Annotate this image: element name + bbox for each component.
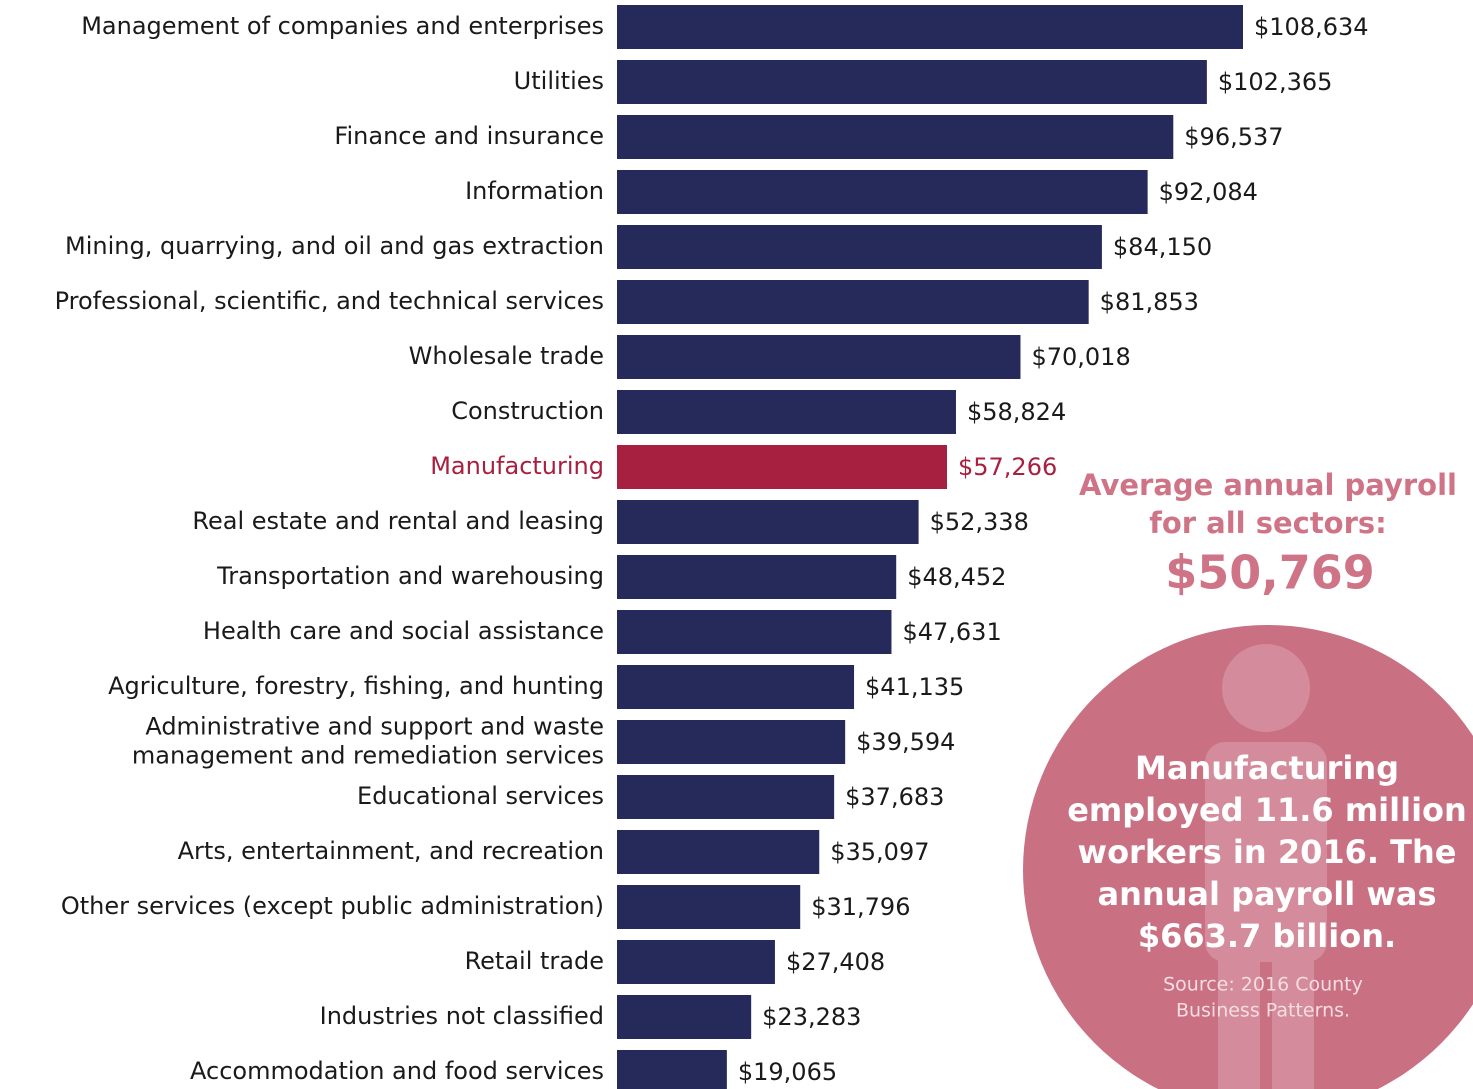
- bar: [617, 940, 775, 984]
- value-label: $47,631: [902, 618, 1001, 646]
- value-label: $84,150: [1113, 233, 1212, 261]
- value-label: $23,283: [762, 1003, 861, 1031]
- category-label: Accommodation and food services: [190, 1057, 604, 1085]
- value-label: $108,634: [1254, 13, 1369, 41]
- value-label: $102,365: [1218, 68, 1333, 96]
- bar: [617, 610, 892, 654]
- bar: [617, 830, 820, 874]
- callout-text: Manufacturing: [1135, 749, 1399, 787]
- bar: [617, 60, 1207, 104]
- category-label: Construction: [451, 397, 604, 425]
- value-label: $81,853: [1100, 288, 1199, 316]
- bar: [617, 1050, 727, 1089]
- bar: [617, 555, 897, 599]
- category-label: Management of companies and enterprises: [81, 12, 604, 40]
- value-label: $48,452: [907, 563, 1006, 591]
- callout-text: workers in 2016. The: [1078, 833, 1457, 871]
- bar: [617, 335, 1021, 379]
- callout-text: $663.7 billion.: [1138, 917, 1396, 955]
- category-label: Real estate and rental and leasing: [192, 507, 604, 535]
- value-label: $58,824: [967, 398, 1066, 426]
- bar: [617, 225, 1102, 269]
- bar: [617, 665, 855, 709]
- category-label: Administrative and support and waste mana…: [132, 713, 604, 770]
- category-label: Information: [465, 177, 604, 205]
- annotation-value: $50,769: [1165, 546, 1375, 600]
- bar: [617, 170, 1148, 214]
- category-label: Utilities: [514, 67, 604, 95]
- bar: [617, 390, 956, 434]
- category-label: Health care and social assistance: [203, 617, 604, 645]
- category-label: Professional, scientific, and technical …: [55, 287, 604, 315]
- value-label: $41,135: [865, 673, 964, 701]
- category-label: Wholesale trade: [409, 342, 604, 370]
- category-label: Arts, entertainment, and recreation: [178, 837, 604, 865]
- bar: [617, 500, 919, 544]
- callout-text: employed 11.6 million: [1067, 791, 1467, 829]
- bar: [617, 775, 835, 819]
- bar: [617, 445, 947, 489]
- source-text: Source: 2016 County: [1163, 974, 1363, 996]
- callout-text: annual payroll was: [1097, 875, 1436, 913]
- value-label: $52,338: [930, 508, 1029, 536]
- category-label: Finance and insurance: [334, 122, 604, 150]
- value-label: $37,683: [845, 783, 944, 811]
- category-label: Agriculture, forestry, fishing, and hunt…: [108, 672, 604, 700]
- annotation-text: for all sectors:: [1149, 506, 1387, 540]
- bar: [617, 280, 1089, 324]
- value-label: $35,097: [830, 838, 929, 866]
- category-label: Transportation and warehousing: [216, 562, 604, 590]
- person-icon: [1205, 644, 1327, 1089]
- value-label: $19,065: [738, 1058, 837, 1086]
- category-label: Retail trade: [465, 947, 604, 975]
- value-label: $31,796: [811, 893, 910, 921]
- bar: [617, 720, 846, 764]
- value-label: $96,537: [1184, 123, 1283, 151]
- category-label: Educational services: [357, 782, 604, 810]
- bar: [617, 885, 801, 929]
- bar: [617, 5, 1243, 49]
- bar: [617, 995, 752, 1039]
- value-label: $57,266: [958, 453, 1057, 481]
- text-line: management and remediation services: [132, 742, 604, 770]
- category-label: Manufacturing: [430, 452, 604, 480]
- category-label: Industries not classified: [320, 1002, 604, 1030]
- source-text: Business Patterns.: [1176, 1000, 1350, 1022]
- value-label: $92,084: [1159, 178, 1258, 206]
- value-label: $39,594: [856, 728, 955, 756]
- category-label: Other services (except public administra…: [61, 892, 604, 920]
- text-line: Administrative and support and waste: [145, 713, 604, 741]
- value-label: $27,408: [786, 948, 885, 976]
- category-label: Mining, quarrying, and oil and gas extra…: [65, 232, 604, 260]
- annotation-text: Average annual payroll: [1079, 468, 1457, 502]
- value-label: $70,018: [1031, 343, 1130, 371]
- bar: [617, 115, 1174, 159]
